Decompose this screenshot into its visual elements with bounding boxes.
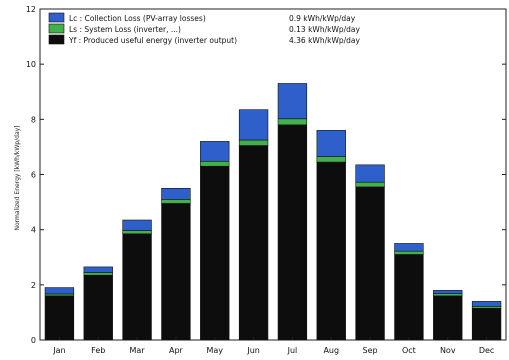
x-axis: Jan Feb Mar Apr May Jun Jul Aug Sep Oct Nov Dec [52,337,494,355]
bar-aug-series-2 [316,130,346,157]
y-tick-label: 4 [31,226,36,235]
bar-nov-series-2 [433,290,463,294]
legend-value: 4.36 kWh/kWp/day [289,36,361,45]
bar-jul-series-2 [277,83,308,120]
bar-oct-series-2 [394,243,424,252]
legend-value: 0.13 kWh/kWp/day [289,25,361,34]
x-tick-label: Oct [402,346,416,355]
legend-label: Yf : Produced useful energy (inverter ou… [68,36,237,45]
bar-mar-series-0 [122,233,152,341]
bar-nov-series-1 [433,293,463,297]
bar-aug-series-1 [316,156,346,163]
x-tick-label: Mar [130,346,146,355]
legend-swatch [48,34,65,45]
x-tick-label: Jan [52,346,65,355]
bar-feb-series-1 [83,272,113,276]
bar-jul-series-0 [277,124,308,341]
bar-aug-series-0 [316,161,346,341]
bar-may-series-0 [200,165,230,341]
bar-oct-series-1 [394,250,424,255]
bar-feb-series-0 [83,274,113,341]
x-tick-label: May [206,346,223,355]
y-tick-label: 2 [31,281,36,290]
bar-apr-series-1 [161,199,191,204]
bar-jan-series-2 [44,287,75,295]
bar-jun-series-1 [238,139,269,146]
x-tick-label: Sep [363,346,378,355]
y-axis-title: Normalized Energy [kWh/kWp/day] [14,125,21,230]
y-tick-label: 0 [31,336,36,345]
bar-jan-series-0 [44,295,75,341]
bar-mar-series-2 [122,219,152,231]
y-tick-label: 6 [31,171,36,180]
bar-nov-series-0 [433,295,463,341]
bar-oct-series-0 [394,254,424,341]
bar-apr-series-0 [161,203,191,341]
legend-swatch [48,12,65,23]
bar-apr-series-2 [161,187,191,200]
legend: Lc : Collection Loss (PV-array losses) 0.… [48,12,361,45]
bar-may-series-1 [200,160,230,167]
legend-swatch [48,23,65,34]
bar-jun-series-0 [238,145,269,341]
bars [44,83,502,341]
y-tick-label: 8 [31,115,36,124]
bar-sep-series-2 [355,164,385,183]
plot-frame [39,8,507,341]
legend-value: 0.9 kWh/kWp/day [289,14,356,23]
x-tick-label: Aug [323,346,339,355]
y-axis: 0 2 4 6 8 10 12 [26,5,506,345]
x-tick-label: Jul [287,346,298,355]
bar-mar-series-1 [122,230,152,235]
bar-jul-series-1 [277,118,308,126]
x-tick-label: Dec [479,346,494,355]
bar-may-series-2 [200,141,230,162]
x-tick-label: Jun [246,346,260,355]
legend-label: Lc : Collection Loss (PV-array losses) [69,14,206,23]
legend-label: Ls : System Loss (inverter, ...) [69,25,181,34]
x-tick-label: Feb [91,346,105,355]
bar-jun-series-2 [238,109,269,141]
y-tick-label: 10 [26,60,36,69]
plot-area: 0 2 4 6 8 10 12 Jan Feb Mar Apr May Jun Jul Aug Sep Oct… [26,5,507,355]
bar-feb-series-2 [83,266,113,273]
bar-dec-series-2 [471,301,502,307]
bar-sep-series-0 [355,186,385,341]
x-tick-label: Nov [440,346,456,355]
bar-dec-series-0 [471,307,502,341]
bar-sep-series-1 [355,181,385,188]
x-tick-label: Apr [169,346,184,355]
y-tick-label: 12 [26,5,36,14]
